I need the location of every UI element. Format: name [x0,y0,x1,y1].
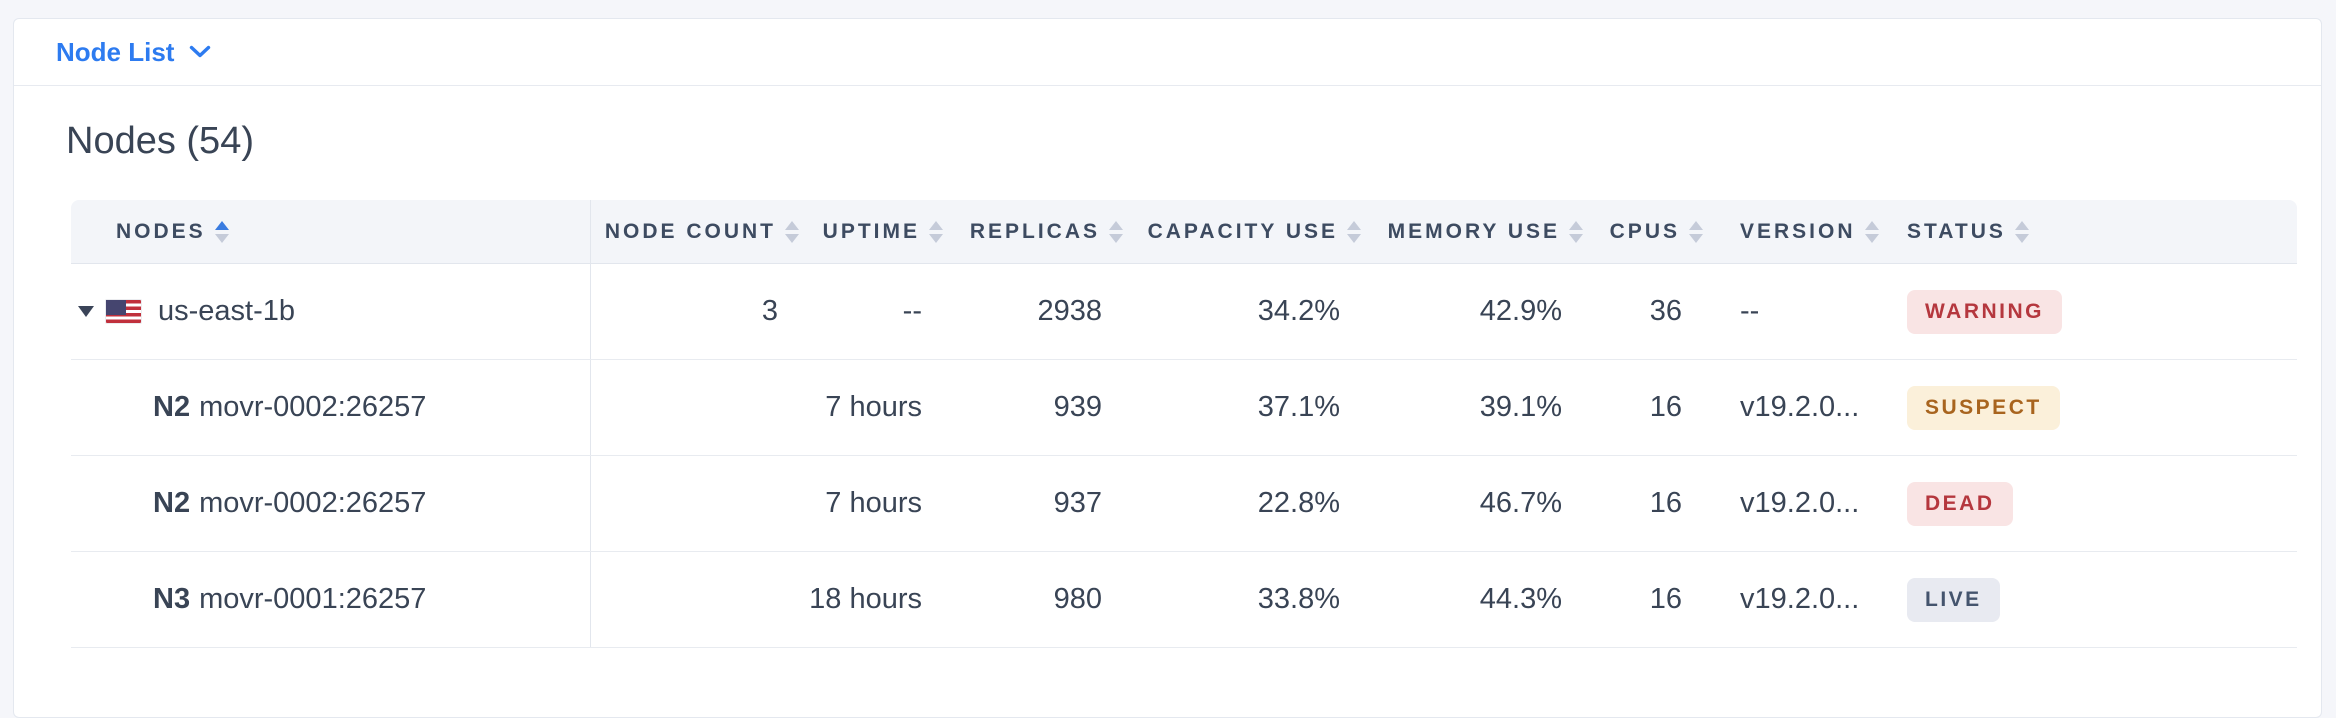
column-header-node-count[interactable]: NODE COUNT [591,200,807,263]
node-id: N2 [153,487,191,519]
column-label: NODE COUNT [604,219,776,243]
version-cell: v19.2.0... [1740,583,1860,615]
memory-use-cell: 42.9% [1479,295,1562,327]
column-label: VERSION [1740,219,1856,243]
nodes-table: NODES NODE COUNT UPTIME REPLICAS CAPACIT… [71,200,2297,648]
node-address: movr-0001:26257 [199,583,427,615]
column-header-memory-use[interactable]: MEMORY USE [1369,200,1591,263]
capacity-use-cell: 37.1% [1257,391,1340,423]
column-label: CPUS [1609,219,1680,243]
node-id: N2 [153,391,191,423]
replicas-cell: 980 [1053,583,1102,615]
region-cell: us-east-1b [71,264,591,359]
card-header: Node List [14,19,2321,86]
us-flag-icon [106,300,141,323]
chevron-down-icon [190,45,211,58]
column-label: REPLICAS [969,219,1100,243]
status-cell: SUSPECT [1886,360,2297,455]
node-id: N3 [153,583,191,615]
node-name-cell[interactable]: N2 movr-0002:26257 [71,360,591,455]
node-address: movr-0002:26257 [199,391,427,423]
node-count-cell: 3 [761,295,778,327]
sort-icon [2014,220,2029,243]
node-list-dropdown[interactable]: Node List [56,37,211,68]
table-row-node[interactable]: N2 movr-0002:26257 7 hours 937 22.8% 46.… [71,456,2297,552]
cpus-cell: 16 [1649,487,1682,519]
status-badge: SUSPECT [1907,385,2060,430]
status-cell: LIVE [1886,552,2297,647]
uptime-cell: 18 hours [809,583,922,615]
column-label: MEMORY USE [1387,219,1560,243]
replicas-cell: 937 [1053,487,1102,519]
uptime-cell: 7 hours [825,391,922,423]
column-header-uptime[interactable]: UPTIME [807,200,951,263]
status-badge: WARNING [1907,289,2062,334]
collapse-caret-icon[interactable] [78,306,94,317]
capacity-use-cell: 22.8% [1257,487,1340,519]
node-count-cell [591,360,807,455]
memory-use-cell: 39.1% [1479,391,1562,423]
capacity-use-cell: 34.2% [1257,295,1340,327]
node-name-cell[interactable]: N3 movr-0001:26257 [71,552,591,647]
capacity-use-cell: 33.8% [1257,583,1340,615]
sort-icon [1864,220,1879,243]
status-cell: WARNING [1886,264,2297,359]
node-address: movr-0002:26257 [199,487,427,519]
sort-icon [1689,220,1703,243]
column-header-version[interactable]: VERSION [1711,200,1886,263]
status-cell: DEAD [1886,456,2297,551]
version-cell: v19.2.0... [1740,487,1860,519]
cpus-cell: 16 [1649,583,1682,615]
uptime-cell: 7 hours [825,487,922,519]
memory-use-cell: 46.7% [1479,487,1562,519]
status-badge: LIVE [1907,577,2000,622]
table-header-row: NODES NODE COUNT UPTIME REPLICAS CAPACIT… [71,200,2297,264]
sort-icon [785,220,799,243]
replicas-cell: 939 [1053,391,1102,423]
node-count-cell [591,456,807,551]
node-list-dropdown-label: Node List [56,36,175,67]
memory-use-cell: 44.3% [1479,583,1562,615]
table-row-region[interactable]: us-east-1b 3 -- 2938 34.2% 42.9% 36 -- W… [71,264,2297,360]
column-header-status[interactable]: STATUS [1886,200,2297,263]
sort-icon [1347,220,1361,243]
status-badge: DEAD [1907,481,2013,526]
sort-icon [214,220,229,243]
sort-icon [1569,220,1583,243]
sort-icon [1109,220,1123,243]
page-title: Nodes (54) [66,120,254,162]
column-label: UPTIME [822,219,920,243]
node-count-cell [591,552,807,647]
column-label: CAPACITY USE [1147,219,1338,243]
region-name: us-east-1b [158,295,296,327]
node-list-card: Node List Nodes (54) NODES NODE COUNT UP… [13,18,2322,718]
uptime-cell: -- [902,295,922,327]
node-name-cell[interactable]: N2 movr-0002:26257 [71,456,591,551]
table-row-node[interactable]: N2 movr-0002:26257 7 hours 939 37.1% 39.… [71,360,2297,456]
column-header-nodes[interactable]: NODES [71,200,591,263]
replicas-cell: 2938 [1037,295,1102,327]
cpus-cell: 16 [1649,391,1682,423]
column-header-capacity-use[interactable]: CAPACITY USE [1131,200,1369,263]
column-header-cpus[interactable]: CPUS [1591,200,1711,263]
version-cell: v19.2.0... [1740,391,1860,423]
column-label: NODES [116,219,206,243]
version-cell: -- [1740,295,1760,327]
sort-icon [929,220,943,243]
column-header-replicas[interactable]: REPLICAS [951,200,1131,263]
table-row-node[interactable]: N3 movr-0001:26257 18 hours 980 33.8% 44… [71,552,2297,648]
cpus-cell: 36 [1649,295,1682,327]
column-label: STATUS [1907,219,2006,243]
